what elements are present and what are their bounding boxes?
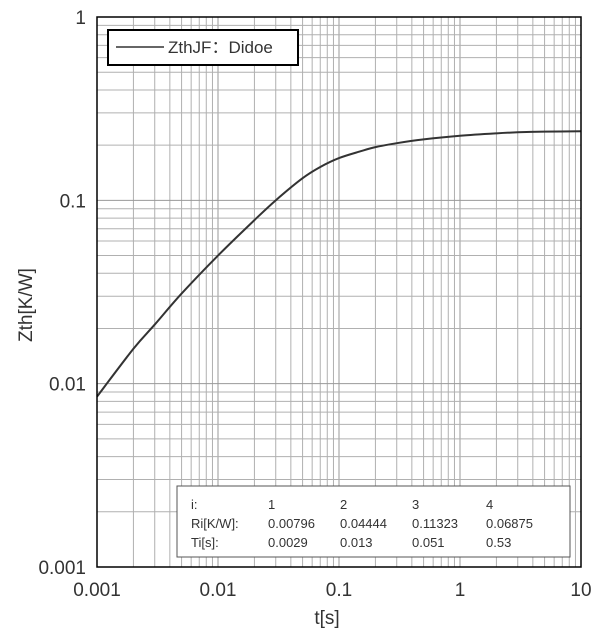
x-tick-label: 0.1 (326, 580, 352, 601)
parameter-table-cells: i: 1 2 3 4 Ri[K/W]: 0.00796 0.04444 0.11323 0.068… (191, 497, 533, 550)
legend: ZthJF：Didoe (107, 29, 299, 66)
table-cell: 0.04444 (340, 516, 387, 531)
table-cell: 0.11323 (412, 516, 458, 531)
curve-layer (96, 130, 582, 398)
table-header-cell: i: (191, 497, 198, 512)
table-header-cell: 4 (486, 497, 493, 512)
x-tick-label: 10 (570, 580, 591, 601)
table-header-cell: 2 (340, 497, 347, 512)
legend-label: ZthJF：Didoe (168, 38, 273, 57)
grid-layer (97, 17, 581, 567)
x-axis-label: t[s] (314, 608, 339, 629)
ticks-layer: 0.001 0.01 0.1 1 10 0.001 0.01 0.1 1 (38, 8, 591, 601)
table-cell: 0.051 (412, 535, 445, 550)
table-cell: Ti[s]: (191, 535, 219, 550)
table-cell: 0.013 (340, 535, 373, 550)
table-cell: Ri[K/W]: (191, 516, 239, 531)
series-line (96, 130, 582, 398)
table-cell: 0.0029 (268, 535, 308, 550)
table-cell: 0.53 (486, 535, 511, 550)
table-header-cell: 1 (268, 497, 275, 512)
table-cell: 0.00796 (268, 516, 315, 531)
table-cell: 0.06875 (486, 516, 533, 531)
y-tick-label: 1 (75, 8, 86, 29)
x-tick-label: 0.001 (73, 580, 121, 601)
parameter-table-box (176, 485, 571, 558)
parameter-table: i: 1 2 3 4 Ri[K/W]: 0.00796 0.04444 0.11323 0.068… (176, 485, 571, 558)
y-axis-label: Zth[K/W] (16, 268, 37, 342)
y-tick-label: 0.001 (38, 558, 86, 579)
plot-frame (96, 16, 582, 568)
table-header-cell: 3 (412, 497, 419, 512)
y-tick-label: 0.1 (60, 191, 86, 212)
x-tick-label: 1 (455, 580, 466, 601)
y-tick-label: 0.01 (49, 375, 86, 396)
x-tick-label: 0.01 (200, 580, 237, 601)
